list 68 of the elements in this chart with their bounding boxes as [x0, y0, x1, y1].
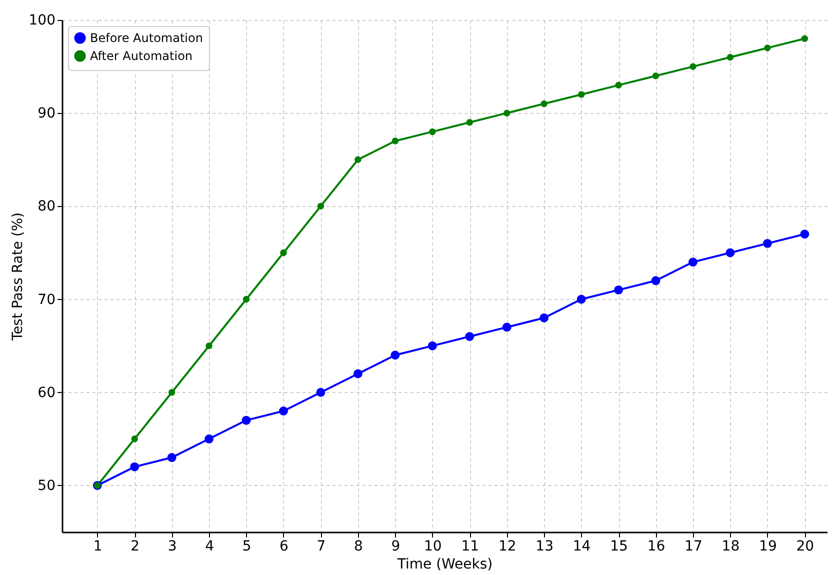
x-axis-title: Time (Weeks)	[396, 556, 493, 572]
x-tick-label: 16	[647, 538, 666, 554]
x-tick-label: 14	[572, 538, 591, 554]
x-tick-label: 1	[93, 538, 102, 554]
x-tick-label: 15	[610, 538, 628, 554]
point	[688, 258, 698, 266]
point	[465, 332, 474, 341]
x-tick-label: 2	[130, 538, 140, 554]
x-tick-label: 9	[391, 538, 400, 554]
x-tick-label: 3	[168, 538, 177, 554]
point	[280, 249, 287, 256]
point	[540, 100, 548, 108]
point	[614, 286, 624, 294]
x-tick-label: 13	[536, 538, 554, 554]
point	[392, 138, 399, 144]
point	[428, 341, 437, 350]
point	[390, 350, 400, 360]
point	[131, 436, 138, 442]
point	[242, 416, 251, 425]
point	[615, 82, 622, 89]
point	[429, 128, 436, 136]
legend-label: Before Automation	[90, 31, 203, 45]
legend-label: After Automation	[90, 49, 193, 63]
point	[726, 54, 734, 61]
x-tick-label: 20	[796, 538, 814, 554]
point	[576, 294, 586, 304]
point	[353, 369, 362, 378]
point	[651, 276, 660, 286]
x-tick-label: 11	[461, 538, 480, 554]
y-axis-title: Test Pass Rate (%)	[10, 212, 26, 342]
x-tick-label: 6	[280, 538, 289, 554]
point	[466, 119, 473, 126]
point	[316, 388, 326, 397]
point	[726, 248, 735, 258]
point	[167, 453, 176, 462]
x-tick-label: 10	[424, 538, 442, 554]
point	[204, 434, 214, 444]
y-tick-label: 70	[38, 292, 56, 308]
point	[652, 72, 660, 80]
point	[317, 202, 324, 210]
x-tick-label: 4	[205, 538, 214, 554]
x-tick-label: 12	[498, 538, 516, 554]
y-tick-label: 90	[38, 106, 56, 122]
point	[764, 44, 771, 52]
point	[800, 230, 810, 239]
x-tick-label: 18	[722, 538, 740, 554]
point	[801, 35, 808, 42]
x-tick-label: 8	[354, 538, 363, 554]
point	[354, 156, 362, 163]
point	[279, 406, 288, 416]
point	[690, 63, 696, 70]
point	[168, 389, 176, 396]
point	[578, 91, 585, 98]
y-tick-label: 50	[38, 478, 56, 494]
y-tick-label: 100	[28, 12, 56, 28]
point	[242, 296, 250, 303]
x-tick-label: 5	[242, 538, 252, 554]
y-tick-label: 60	[38, 384, 56, 401]
x-tick-label: 7	[316, 538, 326, 554]
point	[502, 322, 512, 332]
x-tick-label: 17	[684, 538, 702, 554]
point	[130, 462, 140, 472]
point	[504, 110, 510, 116]
point	[206, 342, 212, 350]
point	[762, 238, 772, 248]
x-tick-label: 19	[759, 538, 777, 554]
y-tick-label: 80	[38, 198, 56, 215]
point	[540, 313, 549, 322]
